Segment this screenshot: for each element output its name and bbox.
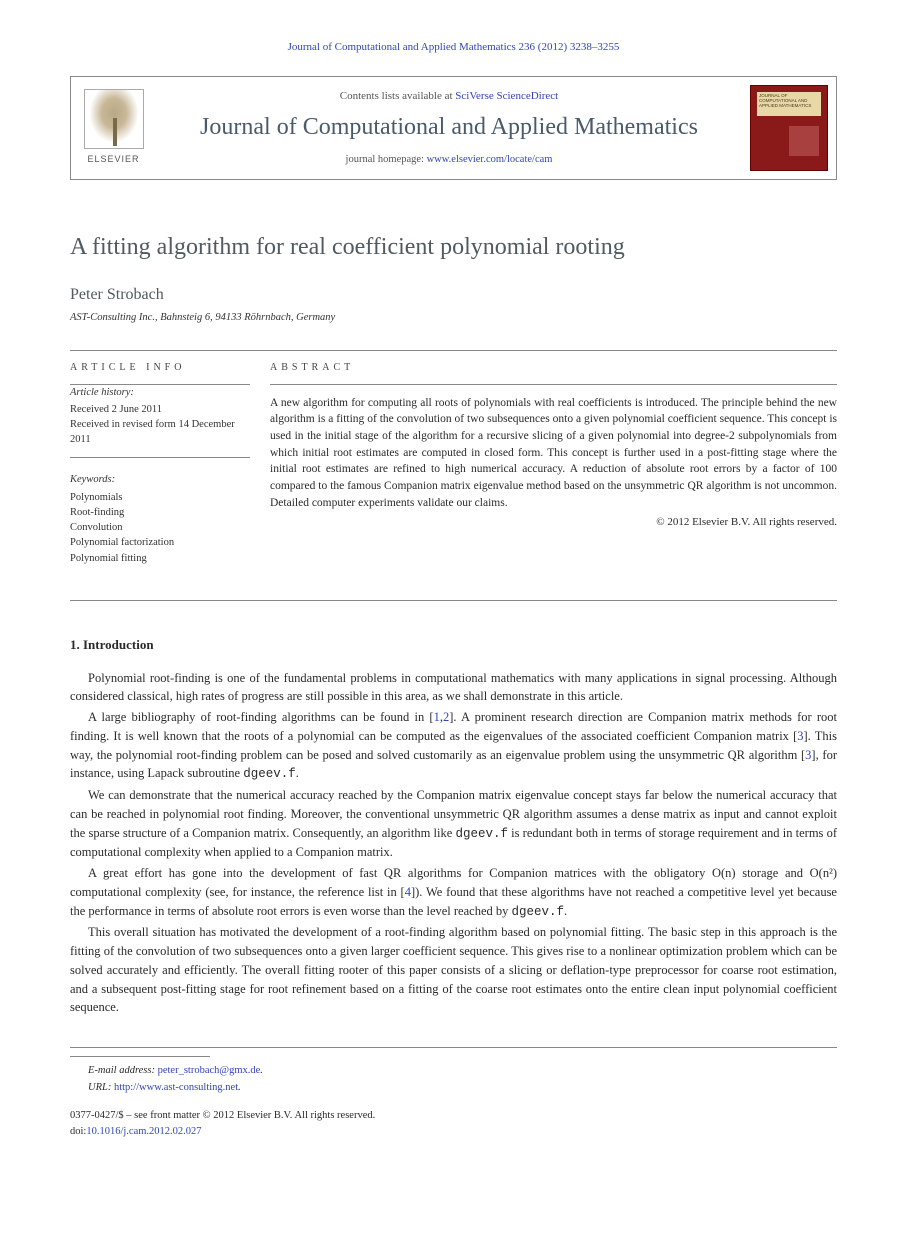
- email-label: E-mail address:: [88, 1065, 158, 1076]
- keyword: Convolution: [70, 520, 250, 535]
- author-affiliation: AST-Consulting Inc., Bahnsteig 6, 94133 …: [70, 310, 837, 325]
- abstract-column: ABSTRACT A new algorithm for computing a…: [270, 351, 837, 600]
- url-label: URL:: [88, 1082, 114, 1093]
- paragraph: A large bibliography of root-finding alg…: [70, 708, 837, 784]
- author-url-link[interactable]: http://www.ast-consulting.net: [114, 1082, 238, 1093]
- keyword: Polynomial factorization: [70, 535, 250, 550]
- elsevier-logo: ELSEVIER: [71, 77, 156, 179]
- journal-cover-thumbnail: JOURNAL OF COMPUTATIONAL AND APPLIED MAT…: [750, 85, 828, 171]
- section-heading: 1. Introduction: [70, 636, 837, 655]
- history-heading: Article history:: [70, 385, 250, 400]
- journal-header-box: ELSEVIER Contents lists available at Sci…: [70, 76, 837, 180]
- paragraph: A great effort has gone into the develop…: [70, 864, 837, 921]
- doi-link[interactable]: 10.1016/j.cam.2012.02.027: [86, 1126, 201, 1137]
- keyword: Root-finding: [70, 505, 250, 520]
- paragraph: This overall situation has motivated the…: [70, 923, 837, 1017]
- homepage-link[interactable]: www.elsevier.com/locate/cam: [427, 154, 553, 165]
- page-footer: E-mail address: peter_strobach@gmx.de. U…: [70, 1047, 837, 1139]
- abstract-label: ABSTRACT: [270, 361, 837, 376]
- header-center: Contents lists available at SciVerse Sci…: [156, 77, 742, 179]
- journal-reference: Journal of Computational and Applied Mat…: [70, 40, 837, 56]
- code-inline: dgeev.f: [243, 767, 296, 781]
- homepage-prefix: journal homepage:: [346, 154, 427, 165]
- issn-line: 0377-0427/$ – see front matter © 2012 El…: [70, 1108, 837, 1123]
- abstract-copyright: © 2012 Elsevier B.V. All rights reserved…: [270, 515, 837, 531]
- journal-title: Journal of Computational and Applied Mat…: [166, 113, 732, 142]
- section-introduction: 1. Introduction Polynomial root-finding …: [70, 636, 837, 1017]
- elsevier-label: ELSEVIER: [87, 153, 139, 166]
- contents-prefix: Contents lists available at: [340, 90, 455, 102]
- article-title: A fitting algorithm for real coefficient…: [70, 230, 837, 265]
- keywords-heading: Keywords:: [70, 472, 250, 487]
- article-info-column: ARTICLE INFO Article history: Received 2…: [70, 351, 270, 600]
- author-name: Peter Strobach: [70, 283, 837, 306]
- cover-caption: JOURNAL OF COMPUTATIONAL AND APPLIED MAT…: [759, 94, 819, 109]
- doi-label: doi:: [70, 1126, 86, 1137]
- paragraph: Polynomial root-finding is one of the fu…: [70, 669, 837, 707]
- abstract-text: A new algorithm for computing all roots …: [270, 395, 837, 512]
- article-info-label: ARTICLE INFO: [70, 361, 250, 376]
- history-revised: Received in revised form 14 December 201…: [70, 417, 250, 447]
- code-inline: dgeev.f: [455, 827, 508, 841]
- code-inline: dgeev.f: [512, 905, 565, 919]
- journal-ref-link[interactable]: Journal of Computational and Applied Mat…: [288, 41, 620, 53]
- keyword: Polynomial fitting: [70, 551, 250, 566]
- history-received: Received 2 June 2011: [70, 402, 250, 417]
- elsevier-tree-icon: [84, 89, 144, 149]
- paragraph: We can demonstrate that the numerical ac…: [70, 786, 837, 862]
- info-abstract-row: ARTICLE INFO Article history: Received 2…: [70, 350, 837, 601]
- keyword: Polynomials: [70, 490, 250, 505]
- author-email-link[interactable]: peter_strobach@gmx.de: [158, 1065, 261, 1076]
- sciencedirect-link[interactable]: SciVerse ScienceDirect: [455, 90, 558, 102]
